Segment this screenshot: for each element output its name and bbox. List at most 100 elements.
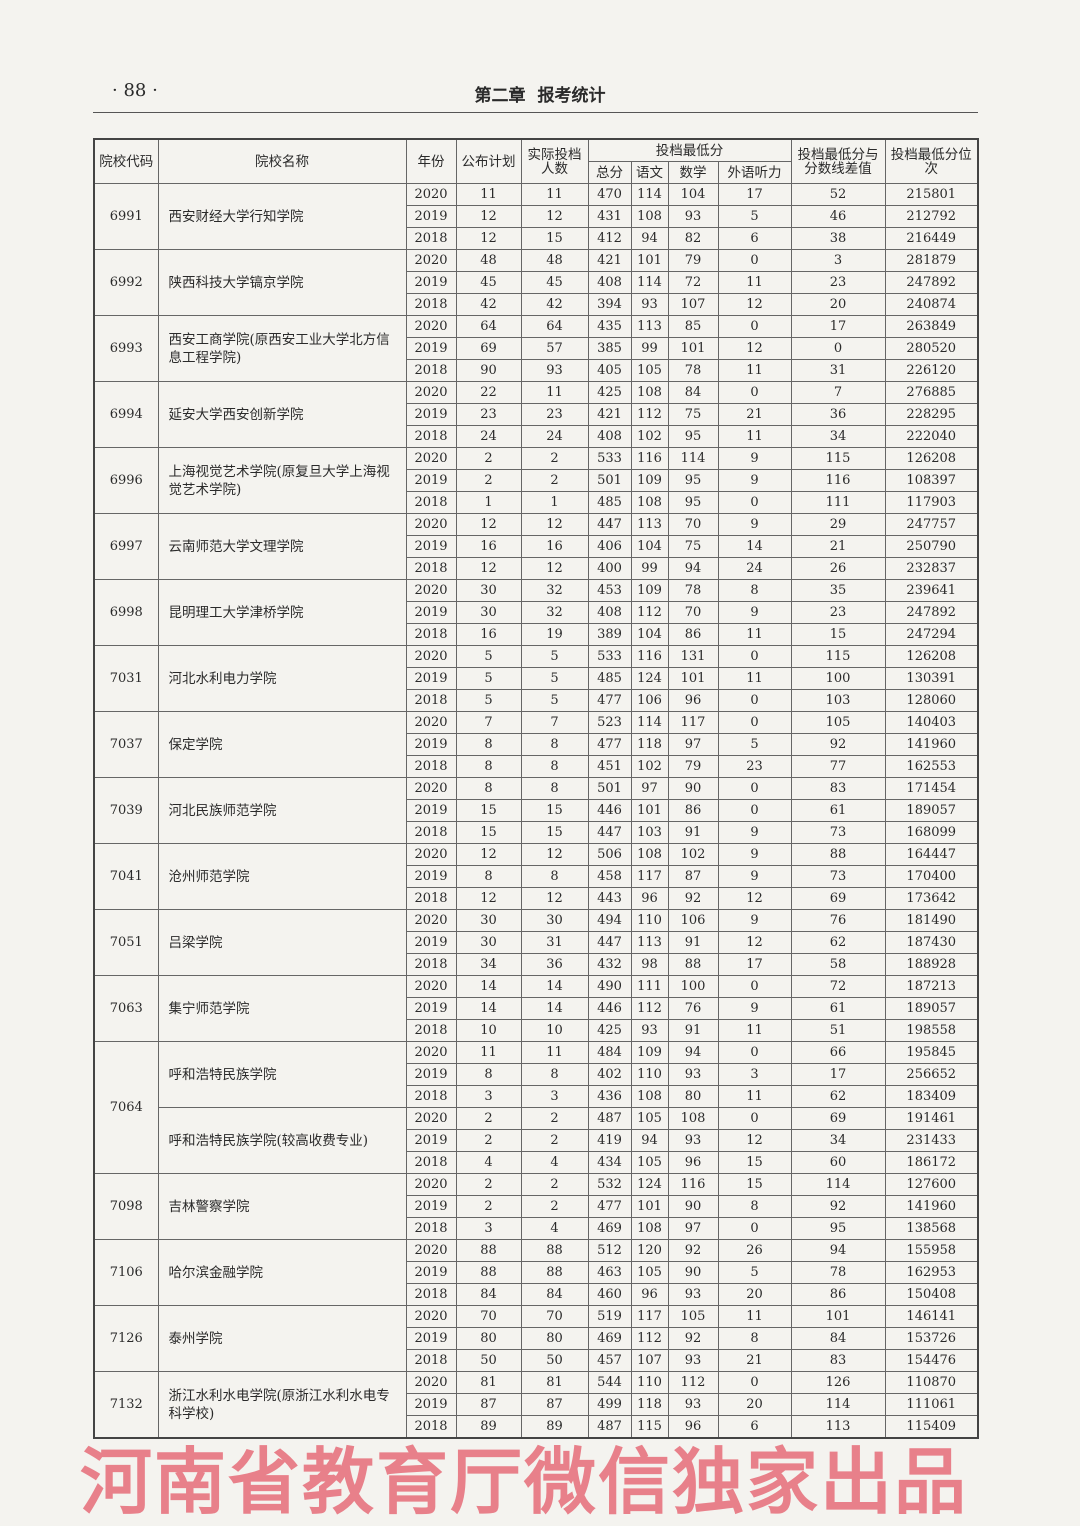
cell-foreign: 9 (717, 843, 792, 866)
cell-plan: 48 (455, 249, 522, 272)
school-name: 云南师范大学文理学院 (157, 513, 407, 580)
table-row: 2018 12 12 443 96 92 12 69 173642 (94, 887, 979, 910)
cell-diff: 114 (790, 1173, 886, 1196)
table-row: 6994 延安大学西安创新学院 2020 22 11 425 108 84 0 7 276885 (93, 381, 979, 448)
school-code: 6997 (93, 513, 159, 580)
cell-rank: 141960 (884, 1195, 979, 1218)
cell-year: 2019 (405, 337, 457, 360)
cell-year: 2018 (405, 1349, 457, 1372)
cell-actual: 32 (520, 579, 589, 602)
cell-total: 506 (587, 843, 632, 866)
cell-year: 2020 (405, 909, 457, 932)
cell-diff: 35 (790, 579, 886, 602)
cell-rank: 247294 (884, 623, 979, 646)
cell-plan: 8 (455, 733, 522, 756)
cell-total: 519 (587, 1305, 632, 1328)
cell-year: 2020 (405, 381, 457, 404)
cell-year: 2020 (405, 711, 457, 734)
cell-year: 2020 (405, 843, 457, 866)
cell-diff: 34 (790, 1129, 886, 1152)
cell-plan: 2 (455, 1129, 522, 1152)
cell-plan: 24 (455, 425, 522, 448)
cell-rank: 164447 (884, 843, 979, 866)
cell-plan: 22 (455, 381, 522, 404)
table-row: 2018 90 93 405 105 78 11 31 226120 (94, 359, 979, 382)
cell-actual: 12 (520, 557, 589, 580)
cell-total: 532 (587, 1173, 632, 1196)
cell-chinese: 118 (630, 1393, 669, 1416)
cell-math: 93 (667, 1393, 719, 1416)
cell-chinese: 110 (630, 1063, 669, 1086)
cell-math: 93 (667, 1283, 719, 1306)
cell-year: 2020 (405, 645, 457, 668)
school-name: 哈尔滨金融学院 (157, 1239, 407, 1306)
cell-total: 435 (587, 315, 632, 338)
cell-diff: 115 (790, 645, 886, 668)
cell-total: 487 (587, 1415, 632, 1439)
cell-actual: 93 (520, 359, 589, 382)
cell-total: 485 (587, 491, 632, 514)
cell-actual: 5 (520, 667, 589, 690)
cell-chinese: 117 (630, 865, 669, 888)
cell-plan: 5 (455, 667, 522, 690)
school-name: 呼和浩特民族学院(较高收费专业) (157, 1107, 407, 1174)
cell-chinese: 124 (630, 1173, 669, 1196)
cell-total: 419 (587, 1129, 632, 1152)
cell-actual: 4 (520, 1151, 589, 1174)
cell-math: 91 (667, 931, 719, 954)
table-row: 7106 哈尔滨金融学院 2020 88 88 512 120 92 26 94 155958 (93, 1239, 979, 1306)
cell-rank: 117903 (884, 491, 979, 514)
cell-total: 457 (587, 1349, 632, 1372)
cell-foreign: 12 (717, 887, 792, 910)
cell-total: 389 (587, 623, 632, 646)
cell-year: 2019 (405, 469, 457, 492)
cell-rank: 128060 (884, 689, 979, 712)
table-row: 2019 8 8 402 110 93 3 17 256652 (94, 1063, 979, 1086)
cell-plan: 10 (455, 1019, 522, 1042)
cell-foreign: 5 (717, 1261, 792, 1284)
cell-actual: 45 (520, 271, 589, 294)
cell-plan: 23 (455, 403, 522, 426)
cell-math: 93 (667, 205, 719, 228)
cell-plan: 2 (455, 1107, 522, 1130)
cell-year: 2018 (405, 623, 457, 646)
chapter-number: 第二章 (474, 86, 526, 106)
cell-foreign: 9 (717, 865, 792, 888)
cell-diff: 115 (790, 447, 886, 470)
cell-rank: 108397 (884, 469, 979, 492)
cell-chinese: 94 (630, 1129, 669, 1152)
header-foreign: 外语听力 (717, 161, 792, 184)
cell-chinese: 108 (630, 381, 669, 404)
cell-chinese: 94 (630, 227, 669, 250)
cell-year: 2019 (405, 865, 457, 888)
cell-chinese: 108 (630, 491, 669, 514)
cell-year: 2020 (405, 579, 457, 602)
cell-year: 2019 (405, 997, 457, 1020)
cell-total: 463 (587, 1261, 632, 1284)
cell-plan: 30 (455, 909, 522, 932)
cell-actual: 31 (520, 931, 589, 954)
cell-plan: 12 (455, 227, 522, 250)
cell-actual: 5 (520, 645, 589, 668)
cell-chinese: 104 (630, 623, 669, 646)
cell-foreign: 9 (717, 601, 792, 624)
cell-plan: 30 (455, 931, 522, 954)
cell-chinese: 110 (630, 909, 669, 932)
cell-diff: 116 (790, 469, 886, 492)
cell-diff: 101 (790, 1305, 886, 1328)
cell-year: 2019 (405, 1063, 457, 1086)
header-name: 院校名称 (157, 138, 407, 184)
cell-plan: 87 (455, 1393, 522, 1416)
cell-chinese: 116 (630, 447, 669, 470)
cell-total: 425 (587, 381, 632, 404)
cell-total: 447 (587, 821, 632, 844)
cell-chinese: 114 (630, 183, 669, 206)
cell-diff: 58 (790, 953, 886, 976)
table-row: 2018 5 5 477 106 96 0 103 128060 (94, 689, 979, 712)
cell-total: 512 (587, 1239, 632, 1262)
cell-foreign: 0 (717, 1107, 792, 1130)
cell-foreign: 0 (717, 315, 792, 338)
cell-diff: 95 (790, 1217, 886, 1240)
chapter-title: 报考统计 (537, 86, 606, 106)
cell-foreign: 0 (717, 491, 792, 514)
